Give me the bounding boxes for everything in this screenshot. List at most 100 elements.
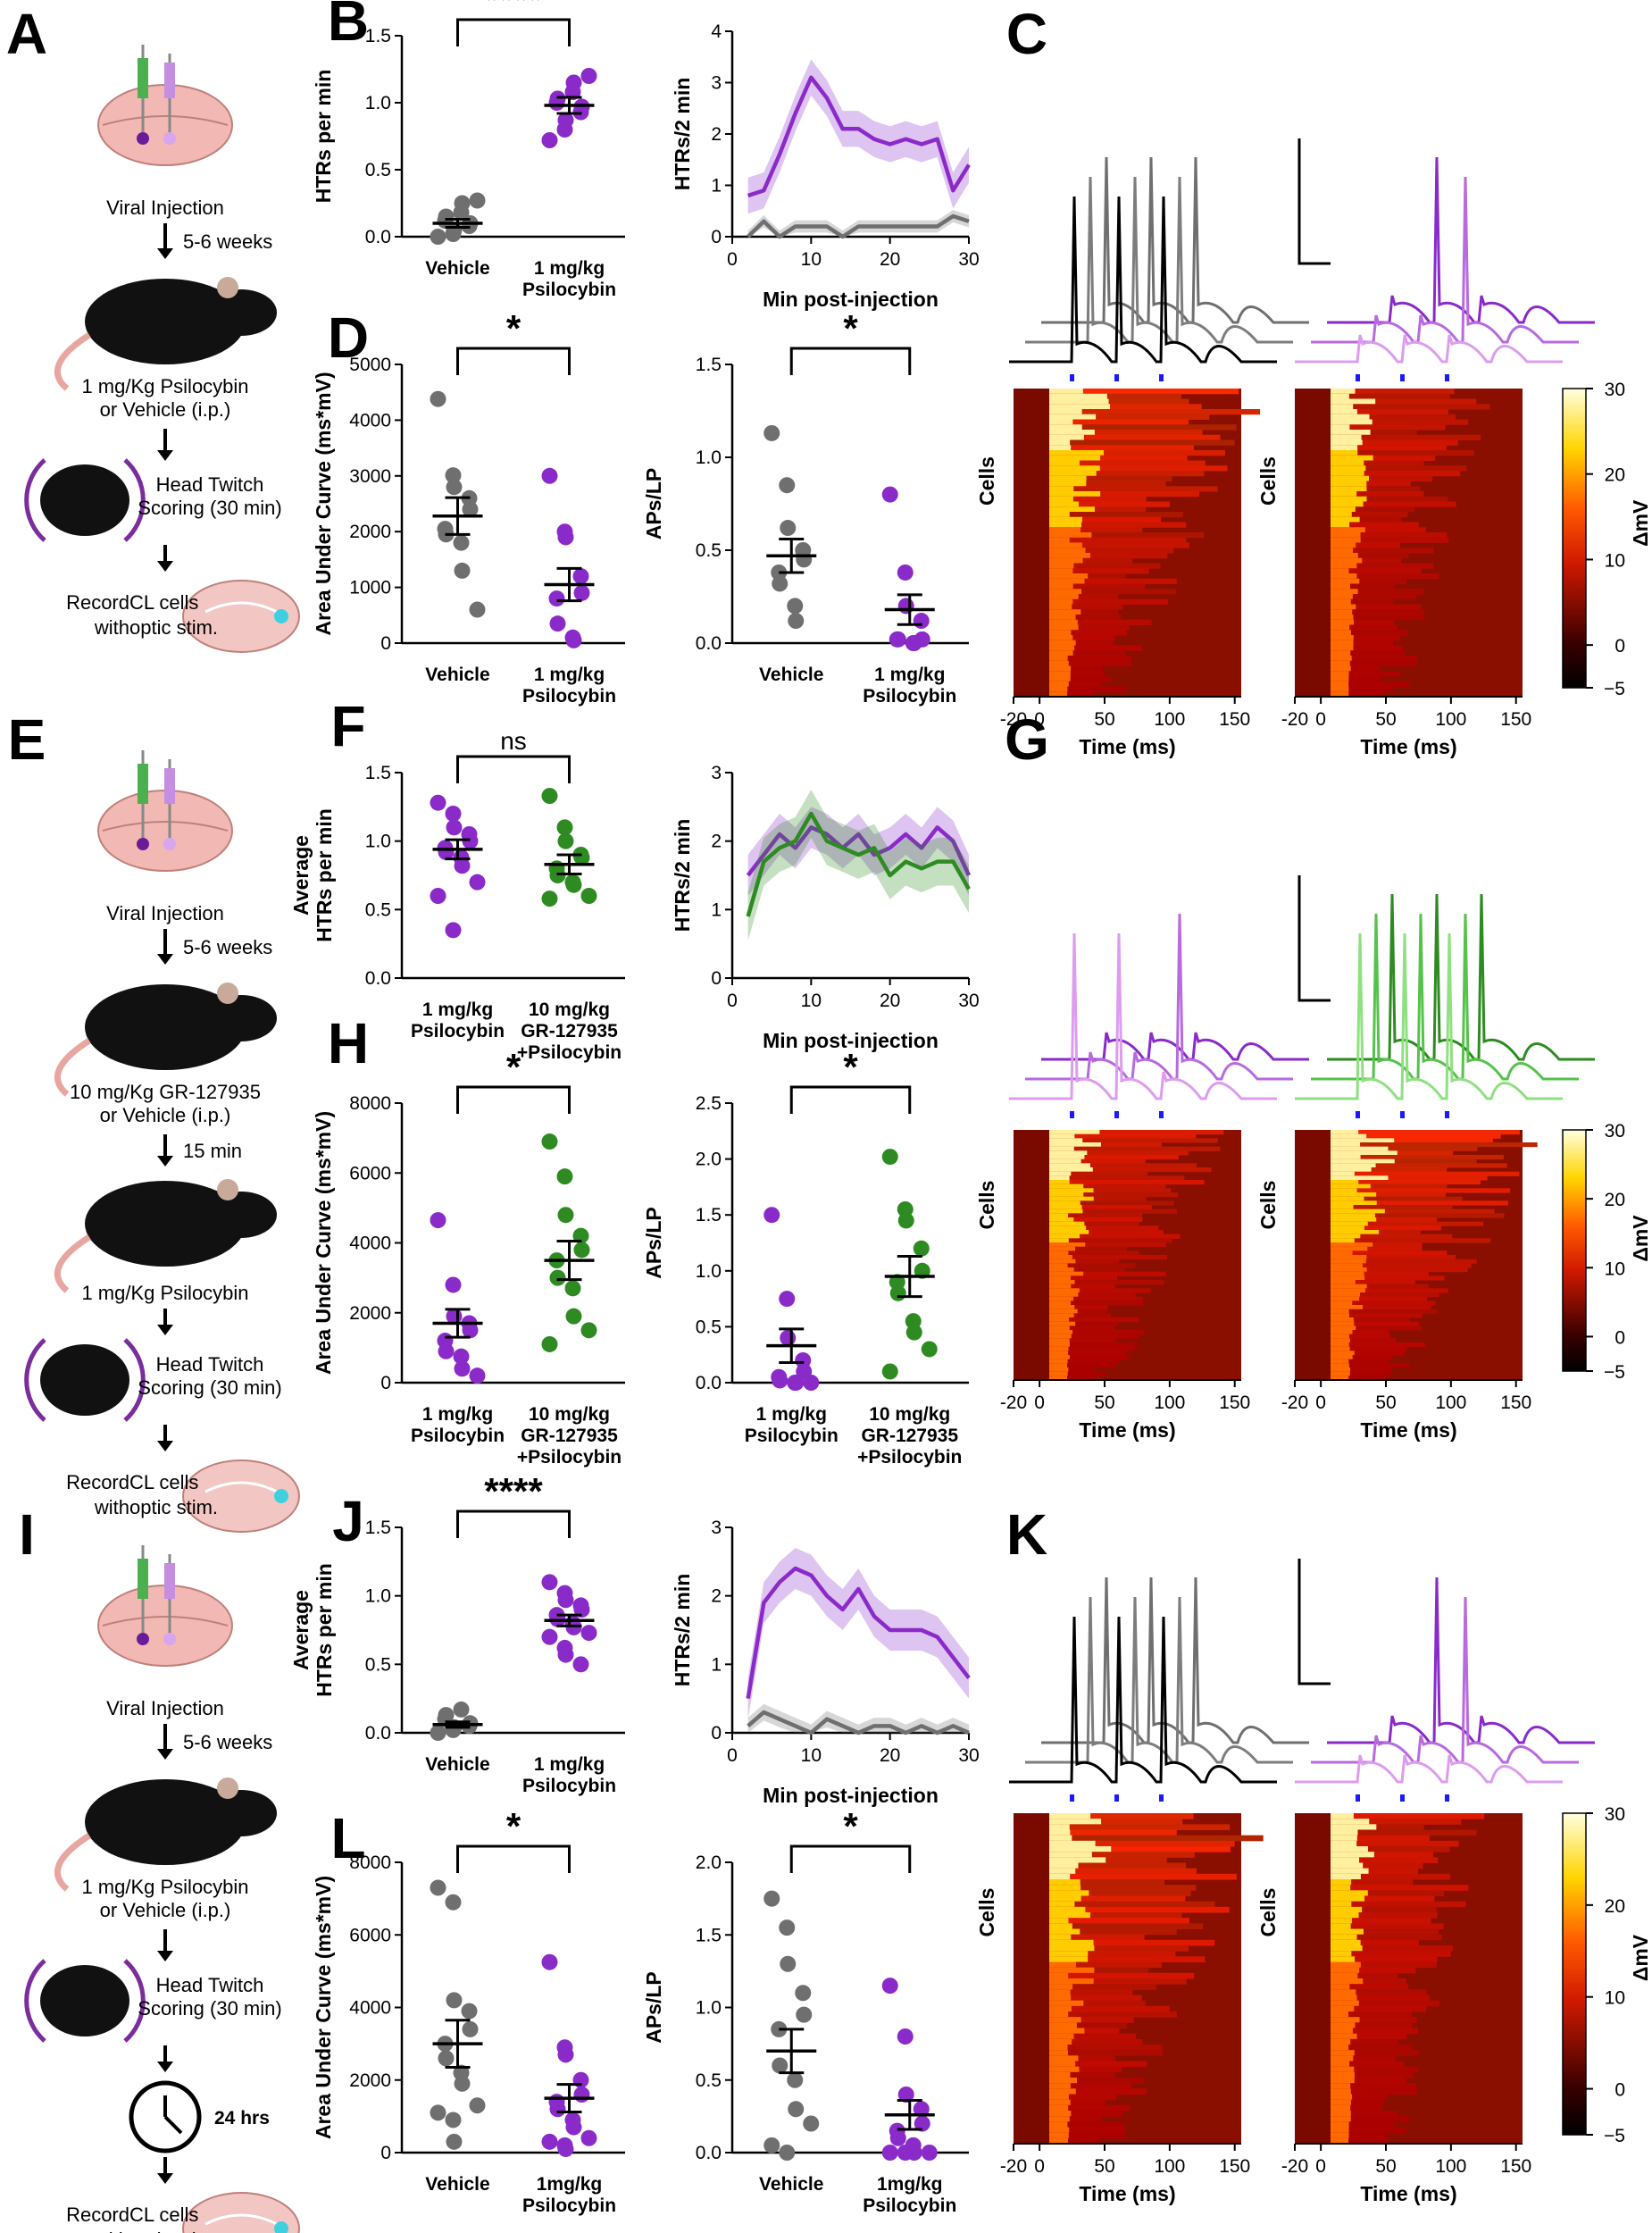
heatmap-row [1331, 548, 1434, 554]
colorbar [1562, 388, 1587, 689]
heatmap-hot [1331, 1862, 1364, 1869]
slice-fold [204, 1481, 278, 1493]
heatmap-hot [1049, 1217, 1074, 1223]
heatmap-row [1049, 1371, 1106, 1376]
y-tick-label: 3000 [349, 466, 391, 487]
voltage-trace [1041, 156, 1309, 324]
y-axis-label: Cells [1256, 456, 1280, 506]
heatmap-hot [1049, 1346, 1069, 1351]
heatmap-hot [1049, 568, 1073, 574]
x-tick-label: 30 [958, 1745, 979, 1766]
heatmap-hot [1049, 2083, 1071, 2089]
y-tick-label: 0.5 [365, 1654, 391, 1675]
y-tick-label: 2 [711, 124, 722, 145]
heatmap-hot [1049, 645, 1075, 651]
heatmap-hot [1049, 1829, 1071, 1836]
panel-letter: B [328, 0, 369, 53]
data-point [779, 1919, 796, 1936]
flow-arrowhead [157, 2173, 173, 2184]
heatmap-hot [1049, 650, 1073, 657]
recording-electrode [274, 1489, 288, 1503]
heatmap-hot [1331, 1895, 1365, 1903]
heatmap-row [1331, 640, 1393, 646]
heatmap-row [1049, 2022, 1127, 2028]
heatmap-hot [1331, 589, 1358, 595]
heatmap-hot [1049, 2121, 1068, 2128]
heatmap-hot [1331, 1901, 1352, 1908]
data-point [430, 888, 446, 904]
heatmap-hot [1049, 1284, 1072, 1289]
group-label: Psilocybin [863, 2195, 956, 2216]
heatmap-hot [1049, 1326, 1070, 1331]
heatmap-hot [1331, 1238, 1355, 1243]
heatmap-row [1049, 624, 1130, 631]
y-tick-label: 1.5 [696, 355, 722, 375]
x-tick-label: 0 [1315, 2156, 1326, 2177]
mouse-icon [85, 279, 246, 364]
heatmap-hot [1331, 419, 1372, 425]
heatmap-hot [1049, 1956, 1089, 1962]
heatmap-hot [1331, 681, 1349, 687]
heatmap-hot [1331, 389, 1356, 395]
heatmap-row [1049, 2083, 1132, 2089]
data-point [573, 1242, 590, 1259]
heatmap-row [1049, 2094, 1117, 2101]
brain-slice-icon [182, 2192, 300, 2233]
heatmap-row [1331, 2000, 1439, 2007]
heatmap-hot [1049, 516, 1082, 523]
heatmap-row [1331, 1862, 1423, 1869]
heatmap-hot [1049, 1275, 1071, 1281]
heatmap-hot [1049, 434, 1084, 440]
heatmap-hot [1049, 1978, 1094, 1985]
y-tick-label: 6000 [349, 1163, 391, 1183]
heatmap-hot [1049, 2099, 1071, 2106]
heatmap-hot [1049, 501, 1079, 507]
heatmap-row [1331, 2022, 1413, 2028]
colorbar-tick-label: 30 [1605, 1121, 1625, 1142]
heatmap-hot [1049, 630, 1072, 636]
heatmap-hot [1049, 1250, 1069, 1256]
heatmap-hot [1331, 1183, 1371, 1189]
heatmap-hot [1331, 455, 1373, 461]
stim-label: with [94, 616, 129, 639]
heatmap-hot [1331, 1242, 1373, 1248]
data-point [564, 1280, 581, 1297]
data-point [580, 2129, 597, 2146]
heatmap-row [1331, 1142, 1538, 1148]
y-tick-label: 1 [711, 899, 722, 920]
y-tick-label: 1 [711, 1654, 722, 1675]
heatmap-row [1049, 1967, 1149, 1974]
data-point [557, 2140, 574, 2157]
heatmap-hot [1049, 1840, 1096, 1847]
heatmap-row [1049, 1906, 1230, 1913]
heatmap-row [1049, 2033, 1137, 2040]
y-tick-label: 4000 [349, 1998, 391, 2019]
heatmap-hot [1049, 671, 1071, 677]
heatmap-hot [1049, 1890, 1089, 1896]
heatmap-baseline [1014, 389, 1049, 697]
heatmap-hot [1049, 1824, 1070, 1830]
heatmap-hot [1331, 594, 1353, 600]
heatmap-row [1331, 2011, 1412, 2018]
colorbar-label: ΔmV [1629, 499, 1652, 547]
heatmap-row [1049, 2000, 1146, 2007]
heatmap-hot [1331, 609, 1353, 615]
heatmap-row [1049, 1238, 1172, 1243]
heatmap-hot [1331, 1857, 1360, 1863]
stim-marker [1114, 1111, 1119, 1118]
heatmap-row [1049, 1945, 1189, 1952]
heatmap-row [1049, 1309, 1107, 1314]
heatmap-hot [1049, 1208, 1083, 1214]
heatmap-row [1331, 1326, 1422, 1331]
data-point [469, 2097, 486, 2114]
heatmap-hot [1331, 516, 1360, 523]
data-point [445, 467, 462, 484]
heatmap-row [1049, 1259, 1120, 1264]
heatmap-row [1049, 1313, 1112, 1318]
heatmap-row [1049, 1901, 1215, 1908]
panel-letter: G [1005, 707, 1049, 772]
data-point [881, 1978, 898, 1995]
y-tick-label: 2.0 [696, 1150, 722, 1170]
heatmap-hot [1331, 491, 1357, 498]
